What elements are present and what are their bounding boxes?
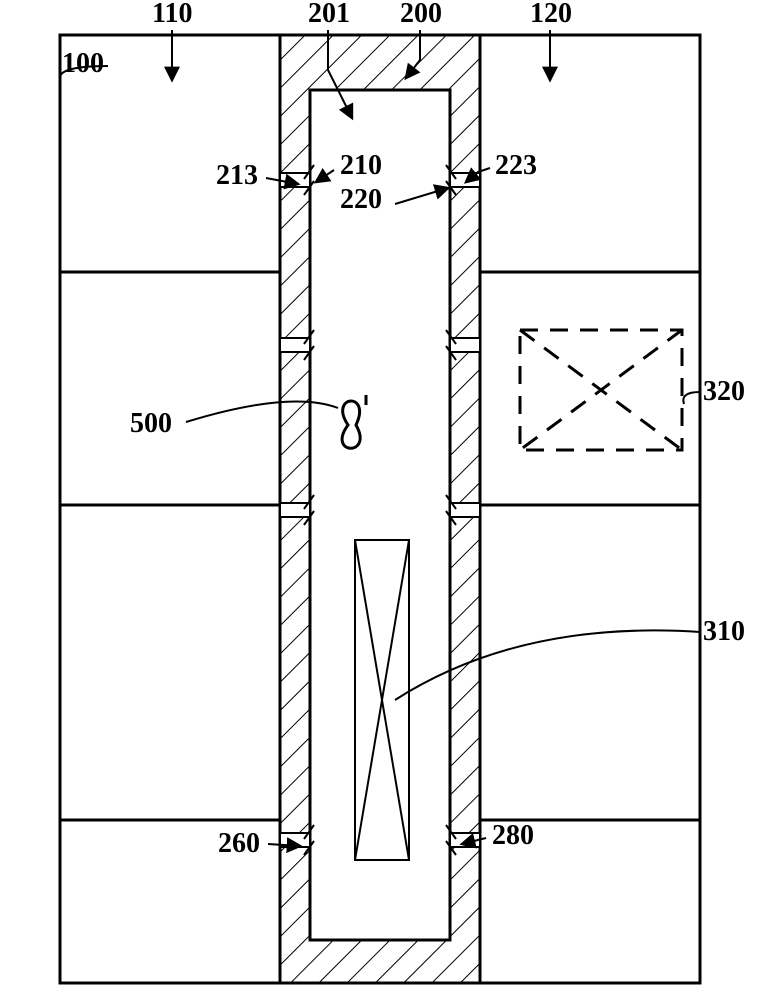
slot-right (450, 338, 480, 352)
ref-213: 213 (216, 160, 258, 191)
slot-left (280, 173, 310, 187)
ref-200: 200 (400, 0, 442, 29)
ref-201: 201 (308, 0, 350, 29)
ref-310: 310 (703, 616, 745, 647)
ref-223: 223 (495, 150, 537, 181)
ref-500: 500 (130, 408, 172, 439)
slot-right (450, 503, 480, 517)
ref-280: 280 (492, 820, 534, 851)
ref-110: 110 (152, 0, 192, 29)
slot-left (280, 338, 310, 352)
ref-210: 210 (340, 150, 382, 181)
ref-100: 100 (62, 48, 104, 79)
ref-120: 120 (530, 0, 572, 29)
slot-left (280, 503, 310, 517)
ref-220: 220 (340, 184, 382, 215)
patent-diagram: 100 110 120 200 201 210 213 220 223 260 280 310 320 5… (0, 0, 762, 1000)
ref-320: 320 (703, 376, 745, 407)
ref-260: 260 (218, 828, 260, 859)
